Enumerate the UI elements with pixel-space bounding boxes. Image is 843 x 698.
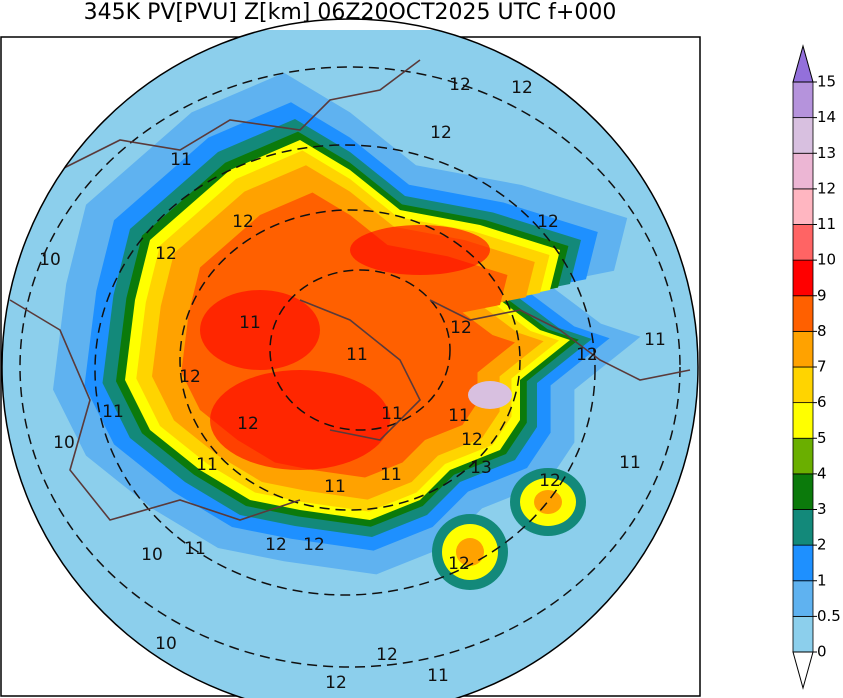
pv-region	[468, 381, 512, 409]
colorbar-swatch	[792, 473, 814, 510]
colorbar-swatch	[792, 188, 814, 225]
contour-label: 10	[141, 545, 163, 565]
contour-label: 11	[644, 330, 666, 350]
colorbar-label: 14	[817, 108, 836, 126]
colorbar-label: 1	[817, 571, 827, 589]
contour-label: 11	[170, 150, 192, 170]
pv-region	[456, 538, 484, 566]
contour-label: 12	[576, 345, 598, 365]
contour-label: 12	[155, 244, 177, 264]
contour-label: 11	[619, 453, 641, 473]
map-area	[2, 30, 698, 698]
colorbar-swatch	[792, 295, 814, 332]
contour-label: 12	[430, 123, 452, 143]
colorbar-swatch	[792, 402, 814, 439]
colorbar-swatch	[792, 117, 814, 154]
height-contour	[94, 144, 596, 596]
colorbar-swatch	[792, 437, 814, 475]
coastline	[9, 299, 301, 521]
contour-label: 12	[539, 471, 561, 491]
colorbar-swatch	[792, 81, 814, 119]
contour-label: 12	[449, 75, 471, 95]
pv-region	[534, 490, 562, 514]
colorbar-swatch	[792, 509, 814, 546]
colorbar-swatch	[792, 366, 814, 404]
contour-label: 12	[450, 318, 472, 338]
contour-label: 11	[448, 406, 470, 426]
map-boundary	[1, 18, 699, 698]
coastline	[299, 299, 421, 441]
colorbar-label: 0.5	[817, 607, 841, 625]
contour-label: 12	[448, 554, 470, 574]
contour-label: 11	[380, 465, 402, 485]
colorbar-swatch	[792, 615, 814, 653]
coastline	[59, 59, 421, 171]
colorbar-swatch	[792, 330, 814, 368]
pv-region	[210, 370, 390, 470]
colorbar-label: 11	[817, 215, 836, 233]
colorbar-label: 3	[817, 500, 827, 518]
contour-label: 13	[470, 458, 492, 478]
contour-label: 12	[265, 535, 287, 555]
colorbar-label: 10	[817, 251, 836, 269]
colorbar-label: 9	[817, 286, 827, 304]
contour-label: 10	[39, 250, 61, 270]
height-contour	[269, 269, 451, 431]
coastline	[429, 299, 691, 381]
contour-label: 11	[346, 345, 368, 365]
contour-label: 12	[376, 645, 398, 665]
colorbar-swatch	[792, 259, 814, 297]
contour-label: 11	[324, 477, 346, 497]
colorbar-label: 5	[817, 429, 827, 447]
title: 345K PV[PVU] Z[km] 06Z20OCT2025 UTC f+00…	[84, 0, 617, 25]
pv-region	[350, 225, 490, 275]
colorbar-label: 4	[817, 464, 827, 482]
colorbar-swatch	[792, 544, 814, 582]
contour-label: 12	[511, 78, 533, 98]
contour-label: 11	[102, 402, 124, 422]
contour-label: 12	[232, 212, 254, 232]
colorbar-label: 8	[817, 322, 827, 340]
pv-region	[200, 290, 320, 370]
contour-label: 11	[184, 539, 206, 559]
colorbar-label: 13	[817, 144, 836, 162]
contour-label: 12	[461, 430, 483, 450]
contour-label: 11	[427, 666, 449, 686]
contour-label: 12	[179, 367, 201, 387]
colorbar-swatch	[792, 224, 814, 261]
contour-label: 12	[537, 212, 559, 232]
height-contour	[179, 209, 521, 511]
colorbar-label: 12	[817, 179, 836, 197]
contour-labels: 12 12 12 11 12 12 12 10 11 12 11 11 12 12 11 12 11 11 12 10…	[39, 75, 666, 693]
colorbar-label: 2	[817, 536, 827, 554]
colorbar-swatch	[792, 152, 814, 190]
contour-label: 11	[239, 313, 261, 333]
contour-label: 12	[303, 535, 325, 555]
colorbar-under	[792, 651, 814, 690]
colorbar-label: 6	[817, 393, 827, 411]
colorbar-label: 15	[817, 73, 836, 91]
contour-label: 11	[196, 455, 218, 475]
contour-label: 12	[325, 673, 347, 693]
contour-label: 11	[381, 404, 403, 424]
colorbar-label: 0	[817, 643, 827, 661]
height-contour	[19, 66, 681, 668]
colorbar-label: 7	[817, 358, 827, 376]
contour-label: 12	[237, 414, 259, 434]
contour-label: 10	[155, 634, 177, 654]
colorbar-swatch	[792, 580, 814, 617]
colorbar-over	[792, 44, 814, 83]
contour-label: 10	[53, 433, 75, 453]
